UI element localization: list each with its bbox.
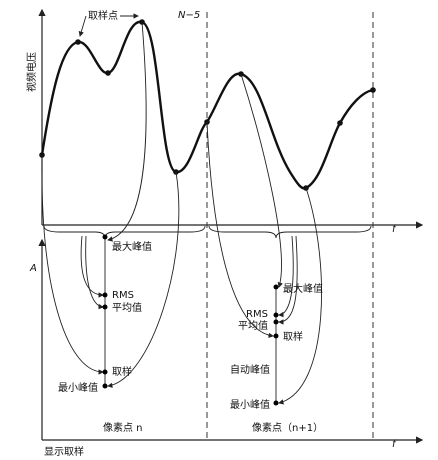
marker-label: N−5 [178,10,200,21]
y-axis-label: A [29,263,37,274]
pixel-n1-links [206,73,323,406]
average-label: 平均值 [112,301,142,314]
pixel-caption: 像素点 n [103,421,143,434]
brace-n1 [208,225,372,239]
min-peak-label: 最小峰值 [230,398,270,411]
auto-peak-label: 自动峰值 [230,363,270,376]
rms-label: RMS [112,290,134,301]
pixel-n-links [41,21,180,389]
sample-point-label: 取样点 [88,9,118,22]
brace-n [43,225,206,239]
max-peak-label: 最大峰值 [112,240,152,253]
rms-label: RMS [246,309,268,320]
min-peak-label: 最小峰值 [58,381,98,394]
sample-dots [39,19,376,191]
pixel-caption: 像素点（n+1） [252,421,323,434]
x-axis-label: f [392,224,397,235]
average-label: 平均值 [238,319,268,332]
sample-label: 取样 [112,365,132,378]
sample-label: 取样 [283,330,303,343]
max-peak-label: 最大峰值 [283,282,323,295]
axes [38,8,424,444]
sample-point-arrow [78,15,87,37]
x-axis-label: f [392,439,397,450]
y-axis-label: 视频电压 [25,52,38,92]
footer-label: 显示取样 [44,445,84,458]
